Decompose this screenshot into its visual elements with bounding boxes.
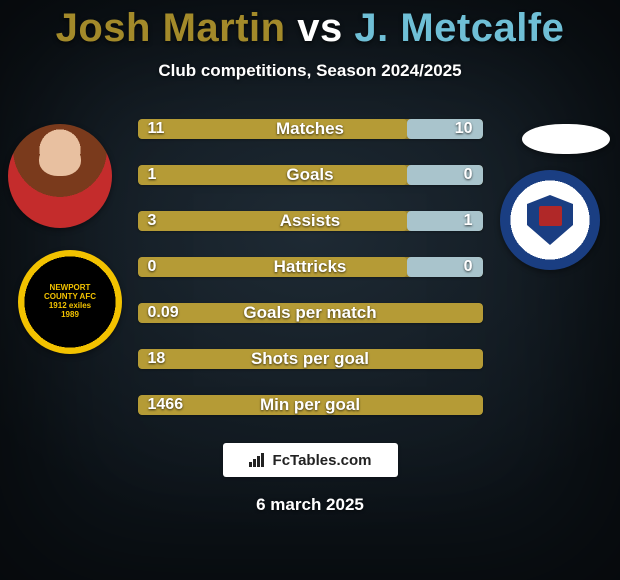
brand-logo: FcTables.com (223, 443, 398, 477)
stat-row: 10Goals (138, 165, 483, 185)
stat-label: Min per goal (138, 395, 483, 415)
page-title: Josh Martin vs J. Metcalfe (0, 0, 620, 51)
stat-row: 31Assists (138, 211, 483, 231)
stat-row: 1466Min per goal (138, 395, 483, 415)
stat-row: 00Hattricks (138, 257, 483, 277)
stat-row: 18Shots per goal (138, 349, 483, 369)
stat-label: Goals (138, 165, 483, 185)
stat-row: 1110Matches (138, 119, 483, 139)
subtitle: Club competitions, Season 2024/2025 (0, 61, 620, 81)
chart-icon (249, 453, 267, 467)
stats-container: 1110Matches 10Goals 31Assists 00Hattricks 0.… (0, 119, 620, 415)
stat-label: Assists (138, 211, 483, 231)
stat-row: 0.09Goals per match (138, 303, 483, 323)
stat-label: Hattricks (138, 257, 483, 277)
player1-name: Josh Martin (56, 6, 286, 50)
stat-label: Matches (138, 119, 483, 139)
vs-text: vs (297, 6, 343, 50)
player2-name: J. Metcalfe (354, 6, 564, 50)
stat-label: Shots per goal (138, 349, 483, 369)
footer-date: 6 march 2025 (0, 495, 620, 515)
stat-label: Goals per match (138, 303, 483, 323)
brand-text: FcTables.com (273, 452, 372, 469)
